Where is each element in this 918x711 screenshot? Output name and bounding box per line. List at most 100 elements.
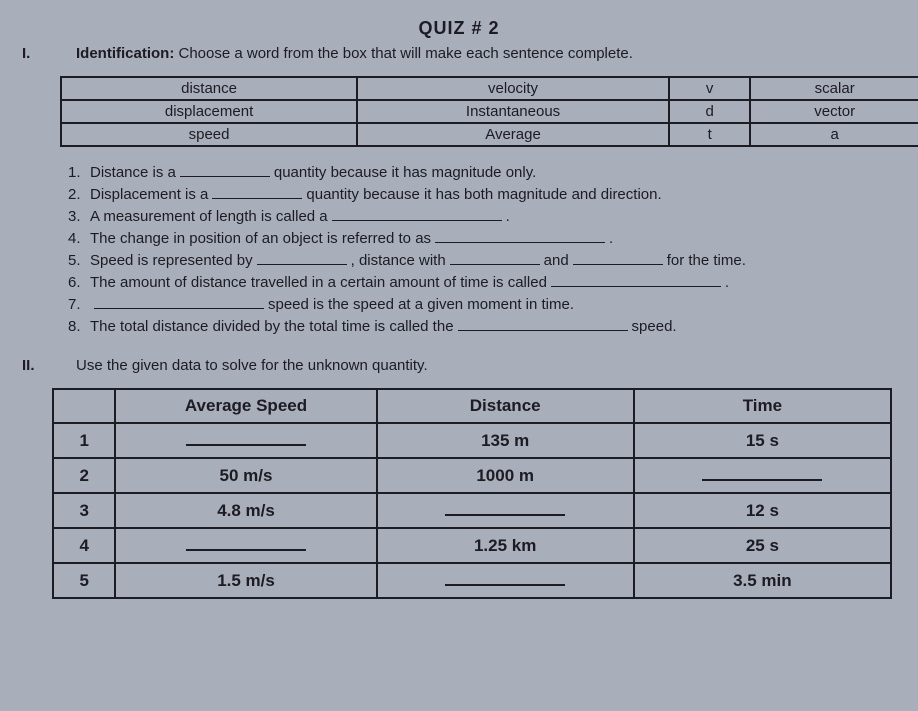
word-cell: d: [669, 100, 750, 123]
list-item: 8.The total distance divided by the tota…: [68, 317, 896, 335]
col-header: Time: [634, 389, 891, 423]
word-cell: Average: [357, 123, 669, 146]
item-num: 4.: [68, 230, 90, 247]
fill-in-list: 1.Distance is aquantity because it has m…: [68, 163, 896, 335]
table-row: 3 4.8 m/s 12 s: [53, 493, 891, 528]
table-row: Average Speed Distance Time: [53, 389, 891, 423]
item-num: 8.: [68, 318, 90, 335]
section1-label: Identification:: [76, 45, 174, 62]
list-item: 5.Speed is represented by , distance with…: [68, 251, 896, 269]
cell: 1.25 km: [377, 528, 634, 563]
table-row: 4 1.25 km 25 s: [53, 528, 891, 563]
blank-field[interactable]: [458, 317, 628, 331]
word-cell: speed: [61, 123, 357, 146]
list-item: 2.Displacement is a quantity because it h…: [68, 185, 896, 203]
item-num: 5.: [68, 252, 90, 269]
item-text: .: [609, 230, 613, 247]
list-item: 4.The change in position of an object is…: [68, 229, 896, 247]
table-row: 5 1.5 m/s 3.5 min: [53, 563, 891, 598]
blank-field[interactable]: [332, 207, 502, 221]
blank-field[interactable]: [450, 251, 540, 265]
section1-instruction: Identification: Choose a word from the b…: [76, 45, 633, 62]
cell: 12 s: [634, 493, 891, 528]
cell[interactable]: [115, 528, 376, 563]
item-text: The amount of distance travelled in a ce…: [90, 274, 547, 291]
item-text: speed is the speed at a given moment in …: [268, 296, 574, 313]
cell: 1.5 m/s: [115, 563, 376, 598]
quiz-title: QUIZ # 2: [22, 18, 896, 39]
list-item: 6.The amount of distance travelled in a …: [68, 273, 896, 291]
word-cell: distance: [61, 77, 357, 100]
cell: 135 m: [377, 423, 634, 458]
blank-field[interactable]: [435, 229, 605, 243]
item-text: The total distance divided by the total …: [90, 318, 454, 335]
blank-field[interactable]: [180, 163, 270, 177]
item-num: 7.: [68, 296, 90, 313]
blank-field[interactable]: [94, 295, 264, 309]
col-header: Average Speed: [115, 389, 376, 423]
word-cell: displacement: [61, 100, 357, 123]
list-item: 7. speed is the speed at a given moment i…: [68, 295, 896, 313]
table-row: distance velocity v scalar: [61, 77, 918, 100]
cell: 50 m/s: [115, 458, 376, 493]
item-num: 3.: [68, 208, 90, 225]
item-text: and: [544, 252, 569, 269]
section1-number: I.: [22, 45, 46, 62]
item-text: Displacement is a: [90, 186, 208, 203]
item-num: 2.: [68, 186, 90, 203]
blank-field[interactable]: [551, 273, 721, 287]
row-num: 5: [53, 563, 115, 598]
item-text: speed.: [632, 318, 677, 335]
blank-field[interactable]: [186, 535, 306, 551]
section2-instruction: Use the given data to solve for the unkn…: [76, 357, 428, 374]
item-text: The change in position of an object is r…: [90, 230, 431, 247]
table-row: displacement Instantaneous d vector: [61, 100, 918, 123]
item-text: A measurement of length is called a: [90, 208, 328, 225]
cell: 1000 m: [377, 458, 634, 493]
cell[interactable]: [634, 458, 891, 493]
word-box-table: distance velocity v scalar displacement …: [60, 76, 918, 147]
section2-number: II.: [22, 357, 46, 374]
word-cell: v: [669, 77, 750, 100]
cell: 15 s: [634, 423, 891, 458]
word-cell: scalar: [750, 77, 918, 100]
blank-field[interactable]: [186, 430, 306, 446]
col-header: Distance: [377, 389, 634, 423]
item-text: .: [506, 208, 510, 225]
item-text: quantity because it has both magnitude a…: [306, 186, 661, 203]
word-cell: velocity: [357, 77, 669, 100]
table-row: speed Average t a: [61, 123, 918, 146]
blank-field[interactable]: [573, 251, 663, 265]
list-item: 1.Distance is aquantity because it has m…: [68, 163, 896, 181]
item-text: quantity because it has magnitude only.: [274, 164, 536, 181]
cell: 4.8 m/s: [115, 493, 376, 528]
section1-header: I. Identification: Choose a word from th…: [22, 45, 896, 72]
item-num: 1.: [68, 164, 90, 181]
word-cell: Instantaneous: [357, 100, 669, 123]
item-text: , distance with: [351, 252, 446, 269]
row-num: 4: [53, 528, 115, 563]
blank-field[interactable]: [212, 185, 302, 199]
word-cell: a: [750, 123, 918, 146]
table-row: 2 50 m/s 1000 m: [53, 458, 891, 493]
cell[interactable]: [377, 493, 634, 528]
col-header: [53, 389, 115, 423]
row-num: 1: [53, 423, 115, 458]
item-text: Speed is represented by: [90, 252, 253, 269]
blank-field[interactable]: [445, 500, 565, 516]
list-item: 3.A measurement of length is called a.: [68, 207, 896, 225]
item-num: 6.: [68, 274, 90, 291]
row-num: 2: [53, 458, 115, 493]
cell: 3.5 min: [634, 563, 891, 598]
cell[interactable]: [115, 423, 376, 458]
data-table: Average Speed Distance Time 1 135 m 15 s…: [52, 388, 892, 599]
word-cell: t: [669, 123, 750, 146]
section2-header: II. Use the given data to solve for the …: [22, 357, 896, 384]
table-row: 1 135 m 15 s: [53, 423, 891, 458]
blank-field[interactable]: [257, 251, 347, 265]
item-text: for the time.: [667, 252, 746, 269]
blank-field[interactable]: [702, 465, 822, 481]
cell[interactable]: [377, 563, 634, 598]
word-cell: vector: [750, 100, 918, 123]
blank-field[interactable]: [445, 570, 565, 586]
